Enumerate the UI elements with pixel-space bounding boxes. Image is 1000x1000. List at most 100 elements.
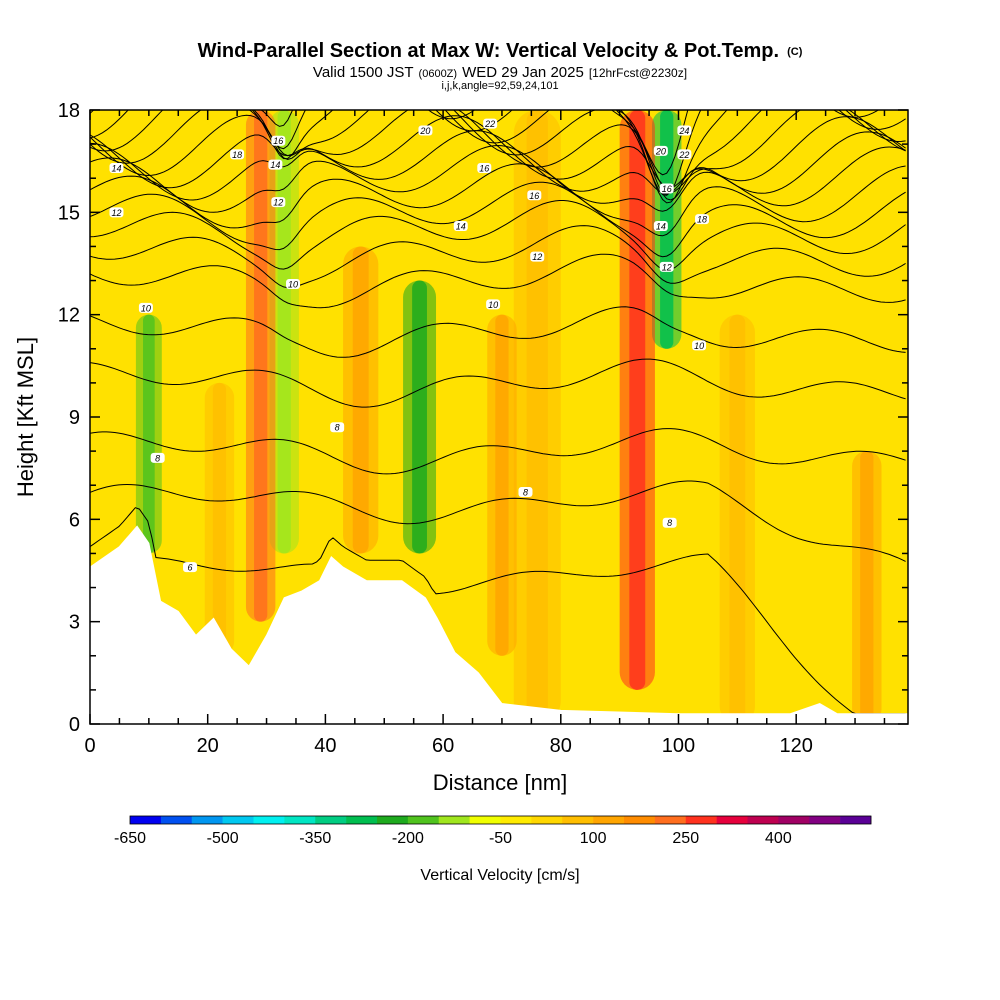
x-tick-label: 100	[662, 735, 695, 757]
colorbar-tick-label: 250	[672, 830, 699, 847]
plot-area: 6 8 8 8 8 10 10 10 10 12 12 12 12 14 14 14 14 16 16 16 16 18 1…	[90, 110, 908, 724]
contour-label: 8	[667, 518, 672, 528]
theta-contour-line	[90, 507, 906, 715]
contour-label: 10	[141, 303, 151, 313]
theta-contour-line	[90, 200, 906, 271]
contour-label: 14	[111, 163, 121, 173]
y-tick-label: 12	[58, 305, 80, 327]
contour-label: 16	[273, 136, 283, 146]
contour-label-box	[530, 251, 545, 262]
contour-label: 24	[678, 126, 689, 136]
theta-contour-line	[90, 110, 906, 193]
contour-label: 8	[523, 488, 528, 498]
theta-contour-line	[90, 306, 906, 358]
colorbar-swatch	[685, 816, 717, 824]
contour-label-box	[677, 125, 692, 136]
contour-label: 22	[484, 119, 495, 129]
colorbar-swatch	[778, 816, 810, 824]
contour-label-box	[138, 302, 153, 313]
contour-label-box	[659, 261, 674, 272]
contour-label-box	[486, 299, 501, 310]
colorbar-swatch	[377, 816, 409, 824]
velocity-streaks	[135, 110, 882, 724]
contour-label-box	[695, 214, 710, 225]
velocity-streak-core	[352, 246, 369, 554]
colorbar-tick-label: 100	[580, 830, 607, 847]
y-tick-label: 6	[69, 509, 80, 531]
contour-label-box	[653, 145, 668, 156]
contour-label-box	[109, 162, 124, 173]
velocity-streak-core	[412, 280, 427, 554]
contour-label: 12	[662, 262, 672, 272]
contour-label-box	[527, 190, 542, 201]
contour-label-box	[518, 487, 533, 498]
contour-label: 14	[270, 160, 280, 170]
theta-contour-line	[90, 110, 906, 204]
x-tick-label: 0	[84, 735, 95, 757]
colorbar-swatch	[191, 816, 223, 824]
colorbar-swatch	[747, 816, 779, 824]
colorbar-swatch	[624, 816, 656, 824]
contour-label: 10	[488, 300, 498, 310]
contour-label-box	[150, 452, 165, 463]
contour-label-box	[271, 135, 286, 146]
contour-label-box	[418, 125, 433, 136]
contour-label-box	[453, 220, 468, 231]
chart-title: Wind-Parallel Section at Max W: Vertical…	[198, 40, 803, 62]
colorbar-swatch	[407, 816, 440, 824]
theta-contour-line	[90, 428, 906, 475]
y-tick-label: 18	[58, 100, 80, 122]
theta-contour-line	[90, 480, 906, 562]
colorbar-swatch	[222, 816, 254, 824]
colorbar-swatch	[840, 816, 872, 824]
velocity-streak-core	[277, 110, 291, 554]
contour-label-box	[271, 197, 286, 208]
y-axis-ticks: 0 3 6 9 12 15 18	[58, 100, 908, 736]
contour-label: 16	[479, 163, 489, 173]
theta-contour-line	[90, 225, 906, 289]
contour-label-box	[483, 118, 498, 129]
colorbar-swatch	[160, 816, 193, 824]
contour-label: 8	[155, 453, 160, 463]
colorbar-tick-label: -650	[114, 830, 146, 847]
contour-label: 20	[419, 126, 430, 136]
colorbar-swatch	[809, 816, 841, 824]
colorbar-tick-label: -50	[489, 830, 512, 847]
velocity-streak-core	[729, 314, 746, 724]
colorbar-tick-label: -200	[392, 830, 424, 847]
colorbar-frame	[129, 815, 872, 825]
colorbar-swatch	[531, 816, 563, 824]
contour-label-box	[677, 149, 692, 160]
contour-label: 8	[335, 423, 340, 433]
colorbar-swatch	[562, 816, 594, 824]
contour-label-box	[109, 207, 124, 218]
y-tick-label: 3	[69, 612, 80, 634]
contour-label: 22	[678, 150, 689, 160]
velocity-streak-core	[629, 110, 646, 690]
contour-label: 12	[111, 208, 121, 218]
theta-contour-line	[90, 110, 880, 196]
colorbar-swatch	[284, 816, 316, 824]
contour-label-box	[662, 517, 677, 528]
contour-labels: 6 8 8 8 8 10 10 10 10 12 12 12 12 14 14 14 14 16 16 16 16 18 1…	[109, 118, 710, 573]
theta-contour-line	[90, 115, 906, 189]
contour-label: 10	[288, 279, 298, 289]
colorbar-swatch	[438, 816, 470, 824]
x-tick-label: 120	[779, 735, 812, 757]
contour-label: 12	[273, 198, 283, 208]
x-tick-label: 60	[432, 735, 454, 757]
contour-label: 6	[188, 563, 193, 573]
x-axis-ticks: 0 20 40 60 80 100 120	[84, 110, 886, 757]
contour-label: 14	[456, 221, 466, 231]
y-axis-label: Height [Kft MSL]	[13, 337, 38, 497]
contour-label: 10	[694, 341, 704, 351]
chart-subtitle: Valid 1500 JST (0600Z) WED 29 Jan 2025 [12h…	[313, 64, 687, 81]
contour-label-box	[230, 149, 245, 160]
theta-contour-line	[90, 130, 906, 201]
contour-label-box	[330, 422, 345, 433]
colorbar-swatch	[130, 816, 162, 824]
contour-label: 20	[655, 146, 666, 156]
colorbar-tick-label: -350	[299, 830, 331, 847]
colorbar-swatch	[654, 816, 687, 824]
